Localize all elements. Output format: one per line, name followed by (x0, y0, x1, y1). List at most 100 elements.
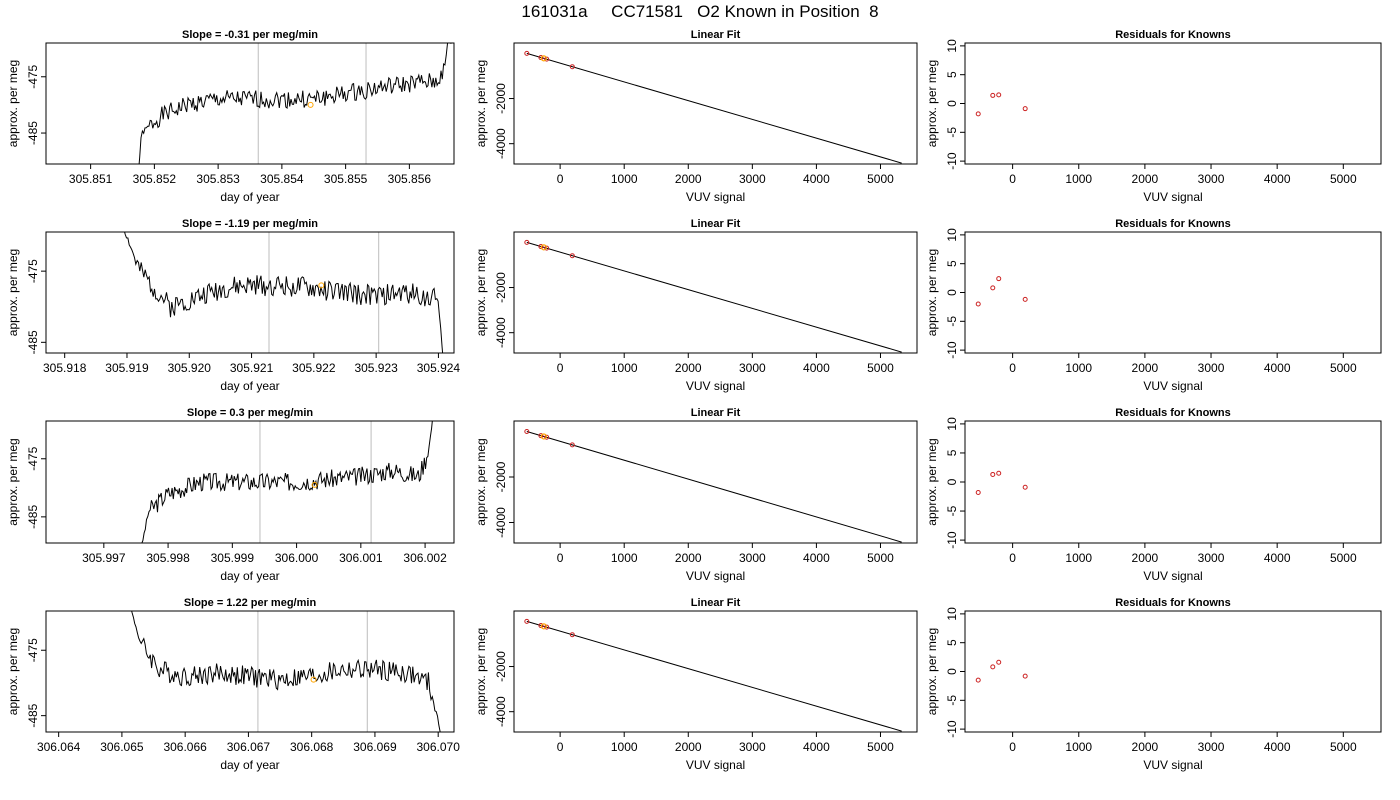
plot-area (141, 421, 433, 543)
x-tick-label: 2000 (1132, 361, 1159, 375)
y-axis-label: approx. per meg (6, 60, 20, 147)
sample-point (540, 623, 547, 630)
y-tick-label: -10 (945, 341, 959, 359)
signal-trace (131, 611, 441, 732)
x-tick-label: 0 (1009, 361, 1016, 375)
known-point (569, 253, 575, 259)
y-tick-label: 0 (945, 100, 959, 107)
plot-frame (45, 420, 455, 544)
y-axis-label: approx. per meg (6, 438, 20, 525)
x-tick-label: 4000 (803, 172, 830, 186)
x-tick-label: 1000 (1065, 551, 1092, 565)
panel-2: Linear Fit 0 1000 2000 3000 4000 5000 -2000 -400… (474, 29, 918, 204)
fit-line (526, 241, 902, 353)
plot-area (124, 232, 444, 353)
x-tick-label: 4000 (803, 361, 830, 375)
plot-area (524, 239, 902, 353)
plot-frame (513, 610, 918, 733)
known-point (524, 428, 530, 434)
y-tick-label: 0 (945, 289, 959, 296)
plot-frame (45, 42, 455, 165)
plot-area (524, 618, 902, 732)
known-point (544, 245, 550, 251)
x-axis-label: day of year (220, 758, 279, 772)
x-tick-label: 306.002 (403, 551, 447, 565)
signal-trace (141, 421, 433, 543)
x-tick-label: 4000 (803, 740, 830, 754)
y-tick-label: -2000 (494, 272, 508, 303)
x-tick-label: 4000 (803, 551, 830, 565)
known-point (1022, 484, 1028, 490)
x-tick-label: 306.067 (227, 740, 271, 754)
plot-frame (45, 231, 455, 354)
y-tick-label: -475 (26, 638, 40, 662)
plot-frame (513, 420, 918, 544)
x-tick-label: 305.919 (105, 361, 149, 375)
plot-frame (513, 231, 918, 354)
known-point (544, 624, 550, 630)
panel-title: Slope = -0.31 per meg/min (182, 29, 318, 41)
fit-line (526, 620, 902, 732)
x-tick-label: 305.922 (292, 361, 336, 375)
y-tick-label: 5 (945, 449, 959, 456)
x-tick-label: 306.070 (416, 740, 460, 754)
x-tick-label: 305.998 (146, 551, 190, 565)
plot-area (975, 276, 1028, 307)
x-axis-label: VUV signal (1143, 569, 1202, 583)
y-tick-label: -2000 (494, 651, 508, 682)
plot-area (524, 428, 902, 543)
y-tick-label: -10 (945, 531, 959, 549)
panel-12: Residuals for Knowns 0 1000 2000 3000 4000 500… (925, 597, 1382, 772)
plot-frame (964, 42, 1382, 165)
panel-title: Residuals for Knowns (1115, 218, 1231, 230)
y-tick-label: -485 (26, 330, 40, 354)
known-point (990, 664, 996, 670)
plot-frame (513, 42, 918, 165)
x-tick-label: 5000 (867, 172, 894, 186)
y-tick-label: -2000 (494, 461, 508, 492)
x-tick-label: 5000 (1330, 740, 1357, 754)
panel-1: Slope = -0.31 per meg/min 305.851 305.852 3… (6, 29, 455, 204)
x-axis-label: VUV signal (1143, 379, 1202, 393)
y-axis-label: approx. per meg (925, 249, 939, 336)
x-axis-label: day of year (220, 379, 279, 393)
y-axis-label: approx. per meg (474, 249, 488, 336)
panel-title: Linear Fit (691, 29, 741, 41)
mean-marker (311, 481, 318, 488)
x-axis-label: VUV signal (686, 758, 745, 772)
y-tick-label: -4000 (494, 696, 508, 727)
panel-8: Linear Fit 0 1000 2000 3000 4000 5000 -2000 -400… (474, 407, 918, 583)
y-tick-label: -5 (945, 127, 959, 138)
known-point (1022, 296, 1028, 302)
x-axis-label: VUV signal (1143, 758, 1202, 772)
panel-title: Slope = 0.3 per meg/min (187, 407, 314, 419)
x-tick-label: 305.856 (388, 172, 432, 186)
known-point (538, 433, 544, 439)
y-tick-label: -4000 (494, 317, 508, 348)
plot-area (975, 92, 1028, 117)
x-tick-label: 0 (1009, 551, 1016, 565)
x-tick-label: 5000 (1330, 551, 1357, 565)
x-tick-label: 0 (1009, 740, 1016, 754)
known-point (538, 244, 544, 250)
y-axis-label: approx. per meg (925, 628, 939, 715)
x-tick-label: 2000 (675, 740, 702, 754)
y-axis-label: approx. per meg (474, 438, 488, 525)
x-tick-label: 306.068 (290, 740, 334, 754)
panel-title: Linear Fit (691, 218, 741, 230)
x-tick-label: 305.920 (168, 361, 212, 375)
x-tick-label: 305.852 (133, 172, 177, 186)
y-tick-label: 10 (945, 417, 959, 431)
plot-frame (964, 231, 1382, 354)
x-tick-label: 305.918 (43, 361, 87, 375)
y-tick-label: 10 (945, 39, 959, 53)
x-tick-label: 305.853 (196, 172, 240, 186)
y-tick-label: -475 (26, 64, 40, 88)
panel-11: Linear Fit 0 1000 2000 3000 4000 5000 -2000 -400… (474, 597, 918, 772)
x-tick-label: 305.855 (324, 172, 368, 186)
panel-title: Residuals for Knowns (1115, 597, 1231, 609)
x-axis-label: VUV signal (686, 190, 745, 204)
known-point (524, 618, 530, 624)
known-point (975, 489, 981, 495)
